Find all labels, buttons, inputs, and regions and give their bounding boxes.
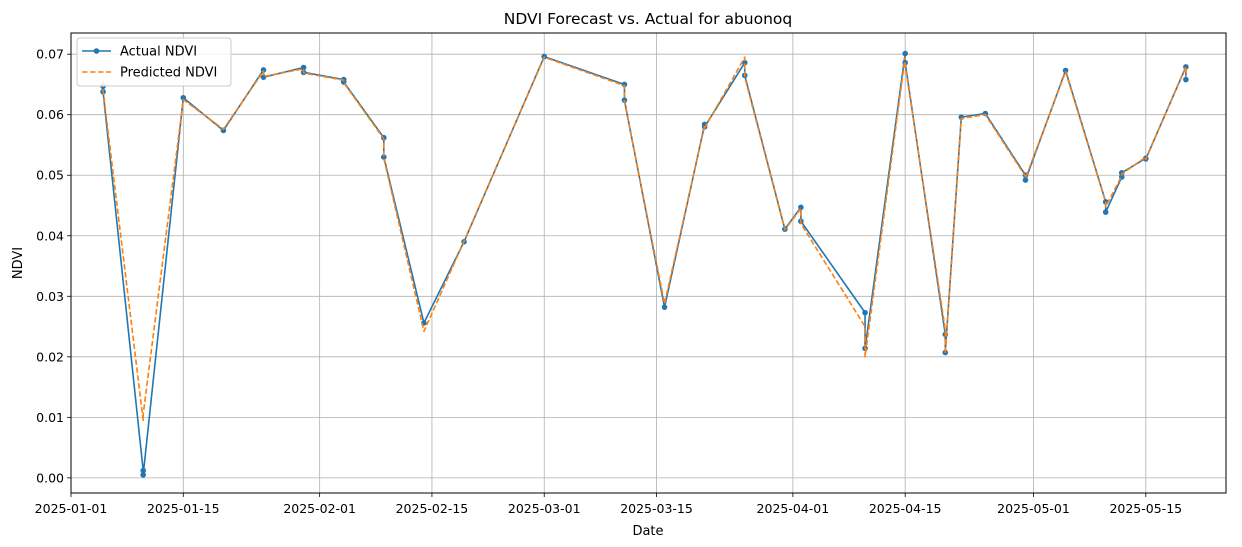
- x-axis: 2025-01-01 2025-01-15 2025-02-01 2025-02-15…: [35, 493, 1182, 516]
- x-tick-label: 2025-05-15: [1109, 501, 1182, 516]
- y-axis-title: NDVI: [11, 247, 26, 279]
- y-tick-label: 0.06: [36, 107, 64, 122]
- y-tick-label: 0.07: [36, 47, 64, 62]
- chart-title: NDVI Forecast vs. Actual for abuonoq: [504, 10, 793, 28]
- actual-ndvi-point: [180, 94, 187, 101]
- x-tick-label: 2025-04-01: [757, 501, 830, 516]
- y-tick-label: 0.03: [36, 289, 64, 304]
- x-axis-title: Date: [632, 524, 663, 539]
- x-tick-label: 2025-01-15: [147, 501, 220, 516]
- actual-ndvi-point: [381, 154, 387, 160]
- actual-ndvi-point: [1062, 67, 1069, 74]
- legend-actual-label: Actual NDVI: [120, 45, 197, 60]
- plot-frame: [70, 32, 1227, 494]
- actual-ndvi-point: [300, 64, 307, 71]
- x-tick-label: 2025-03-15: [620, 501, 693, 516]
- actual-ndvi-point: [661, 304, 668, 310]
- actual-ndvi-point: [140, 467, 146, 474]
- actual-ndvi-point: [1022, 177, 1029, 183]
- x-tick-label: 2025-05-01: [997, 501, 1070, 516]
- legend: Actual NDVI Predicted NDVI: [76, 37, 232, 87]
- y-tick-label: 0.00: [36, 470, 64, 485]
- x-tick-label: 2025-03-01: [508, 501, 581, 516]
- actual-ndvi-point: [798, 204, 804, 211]
- legend-box: [76, 37, 232, 87]
- actual-ndvi-point: [260, 67, 267, 73]
- legend-actual-marker: [93, 48, 100, 54]
- y-tick-label: 0.02: [36, 349, 64, 364]
- actual-ndvi-point: [862, 309, 868, 316]
- y-tick-label: 0.04: [36, 228, 64, 243]
- x-tick-label: 2025-02-01: [283, 501, 356, 516]
- y-axis: 0.00 0.01 0.02 0.03 0.04 0.05 0.06 0.07: [36, 47, 71, 485]
- y-tick-label: 0.05: [36, 168, 64, 183]
- actual-ndvi-point: [1183, 76, 1189, 83]
- predicted-ndvi-line: [102, 56, 1187, 422]
- legend-predicted-label: Predicted NDVI: [120, 66, 217, 81]
- y-tick-label: 0.01: [36, 410, 64, 425]
- actual-ndvi-point: [1102, 209, 1109, 215]
- grid: [70, 33, 1226, 493]
- actual-ndvi-point: [140, 472, 146, 478]
- x-tick-label: 2025-02-15: [396, 501, 469, 516]
- actual-ndvi-point: [1118, 170, 1125, 176]
- actual-ndvi-point: [902, 50, 908, 57]
- x-tick-label: 2025-04-15: [869, 501, 942, 516]
- x-tick-label: 2025-01-01: [35, 501, 108, 516]
